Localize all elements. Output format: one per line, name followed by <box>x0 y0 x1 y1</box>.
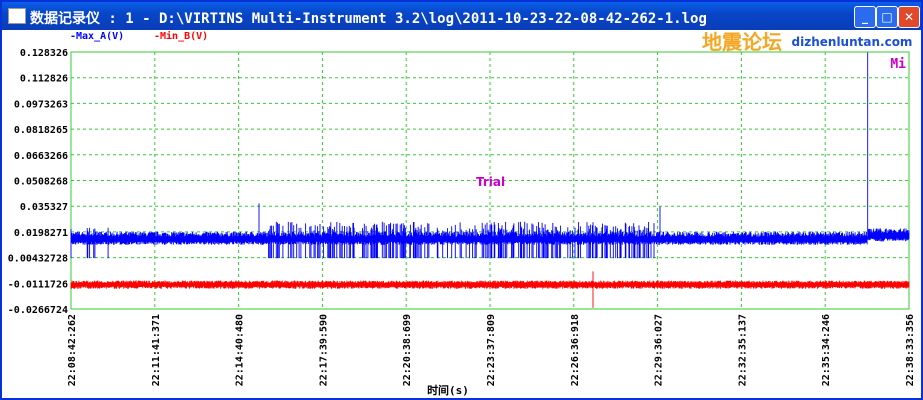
y-tick-label: 0.00432728 <box>8 254 68 265</box>
x-tick-label: 22:20:38:699 <box>402 314 413 386</box>
window-title: 数据记录仪 : 1 - D:\VIRTINS Multi-Instrument … <box>30 11 707 27</box>
plot-frame <box>70 51 910 310</box>
watermark-url: dizhenluntan.com <box>792 35 913 49</box>
y-tick-label: 0.112826 <box>20 74 68 85</box>
y-tick-label: 0.0198271 <box>14 228 68 239</box>
series-minbv <box>70 271 910 308</box>
y-tick-label: 0.0663266 <box>14 151 68 162</box>
title-bar: 数据记录仪 : 1 - D:\VIRTINS Multi-Instrument … <box>2 2 921 30</box>
legend-min-b: -Min_B(V) <box>154 30 208 42</box>
legend-max-a: -Max_A(V) <box>70 31 124 42</box>
maximize-button[interactable]: □ <box>876 6 898 28</box>
chart: 0.128326 0.112826 0.0973263 0.0818265 0.0663… <box>8 30 916 397</box>
x-tick-label: 22:23:37:809 <box>486 314 497 386</box>
app-icon <box>8 8 26 24</box>
x-tick-label: 22:26:36:918 <box>570 314 581 386</box>
corner-label: Mi <box>890 57 906 72</box>
y-tick-label: 0.0508268 <box>14 177 68 188</box>
y-tick-label: 0.128326 <box>20 48 68 59</box>
x-tick-label: 22:38:33:356 <box>905 314 916 386</box>
x-tick-label: 22:29:36:027 <box>654 314 665 386</box>
x-axis-label: 时间(s) <box>427 383 469 397</box>
x-tick-label: 22:14:40:480 <box>235 314 246 386</box>
minimize-button[interactable]: _ <box>854 6 876 28</box>
y-tick-label: 0.0818265 <box>14 125 68 136</box>
y-tick-label: -0.0111726 <box>8 279 68 290</box>
x-tick-label: 22:17:39:590 <box>318 314 329 386</box>
y-tick-label: -0.0266724 <box>8 305 68 316</box>
close-button[interactable]: ✕ <box>898 6 920 28</box>
watermark-cn: 地震论坛 <box>702 30 782 54</box>
y-tick-label: 0.0973263 <box>14 99 68 110</box>
x-tick-label: 22:35:34:246 <box>821 314 832 386</box>
y-tick-label: 0.035327 <box>20 202 68 213</box>
series-maxav <box>70 52 910 259</box>
x-tick-label: 22:08:42:262 <box>67 314 78 386</box>
x-tick-label: 22:32:35:137 <box>737 314 748 386</box>
trial-annotation: Trial <box>476 175 505 189</box>
x-tick-label: 22:11:41:371 <box>151 314 162 386</box>
